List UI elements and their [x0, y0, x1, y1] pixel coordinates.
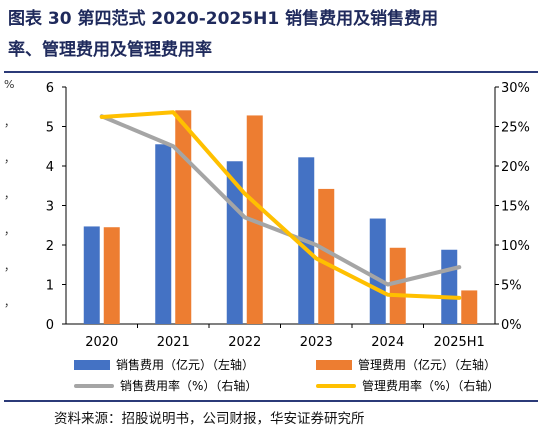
bar-mgmt-fee: [389, 247, 406, 324]
x-axis-tick-label: 2025H1: [434, 335, 485, 350]
chart-plot-area: 0 1 2 3 4 5 6 0% 5% 10% 15% 20% 25% 30% 2020 2021 2022 20…: [46, 81, 530, 350]
title-rule: [4, 71, 538, 73]
x-axis-tick-label: 2021: [157, 335, 190, 350]
left-axis-glyph: ，: [4, 260, 15, 273]
bar-mgmt-fee: [461, 290, 478, 324]
bar-mgmt-fee: [175, 110, 192, 325]
source-note: 资料来源：招股说明书，公司财报，华安证券研究所: [54, 411, 365, 427]
right-axis-tick-label: 0%: [501, 318, 522, 333]
legend-swatch-sales-fee: [74, 359, 110, 370]
legend-mgmt-rate: 管理费用率（%）（右轴）: [316, 377, 499, 394]
legend-label-mgmt-fee: 管理费用（亿元）（左轴）: [358, 358, 497, 372]
bar-sales-fee: [369, 218, 386, 324]
bar-sales-fee: [441, 249, 458, 324]
right-axis-tick-label: 15%: [501, 200, 530, 215]
left-axis-tick-label: 1: [46, 279, 54, 294]
legend-sales-fee: 销售费用（亿元）（左轴）: [74, 356, 254, 373]
legend-swatch-mgmt-rate: [316, 383, 356, 388]
left-axis-tick-label: 3: [46, 200, 54, 215]
right-axis-tick-label: 25%: [501, 121, 530, 136]
line-mgmt-rate: [99, 110, 462, 300]
legend-swatch-sales-rate: [74, 383, 114, 388]
legend-label-mgmt-rate: 管理费用率（%）（右轴）: [362, 379, 500, 393]
legend-label-sales-fee: 销售费用（亿元）（左轴）: [116, 358, 255, 372]
bar-mgmt-fee: [103, 227, 120, 324]
x-axis-tick-label: 2020: [85, 335, 118, 350]
left-axis-glyph: ，: [4, 188, 15, 201]
legend-mgmt-fee: 管理费用（亿元）（左轴）: [316, 356, 496, 373]
left-axis-glyph: ，: [4, 152, 15, 165]
chart-title-line-1: 图表 30 第四范式 2020-2025H1 销售费用及销售费用: [8, 9, 439, 29]
legend-label-sales-rate: 销售费用率（%）（右轴）: [120, 379, 258, 393]
x-axis-tick-label: 2024: [371, 335, 404, 350]
legend-swatch-mgmt-fee: [316, 359, 352, 370]
bar-mgmt-fee: [318, 188, 335, 324]
bar-sales-fee: [155, 144, 172, 324]
line-sales-rate: [99, 114, 462, 287]
left-axis-glyph: ，: [4, 296, 15, 309]
left-axis-glyph: ，: [4, 116, 15, 129]
chart-title-line-2: 率、管理费用及管理费用率: [8, 40, 212, 60]
right-axis-tick-label: 10%: [501, 239, 530, 254]
left-axis-glyph: ，: [4, 224, 15, 237]
left-axis-glyph: %: [4, 78, 15, 91]
left-axis-tick-label: 4: [46, 160, 54, 175]
left-axis-tick-label: 2: [46, 239, 54, 254]
source-rule: [4, 400, 538, 402]
legend-sales-rate: 销售费用率（%）（右轴）: [74, 377, 257, 394]
left-axis-tick-label: 5: [46, 121, 54, 136]
x-axis-tick-label: 2022: [228, 335, 261, 350]
right-axis-tick-label: 30%: [501, 81, 530, 96]
left-axis-tick-label: 6: [46, 81, 54, 96]
x-axis-tick-label: 2023: [300, 335, 333, 350]
bar-sales-fee: [83, 226, 100, 324]
right-axis-tick-label: 5%: [501, 279, 522, 294]
left-axis-tick-label: 0: [46, 318, 54, 333]
chart-title: 图表 30 第四范式 2020-2025H1 销售费用及销售费用 率、管理费用及…: [8, 4, 536, 66]
right-axis-tick-label: 20%: [501, 160, 530, 175]
